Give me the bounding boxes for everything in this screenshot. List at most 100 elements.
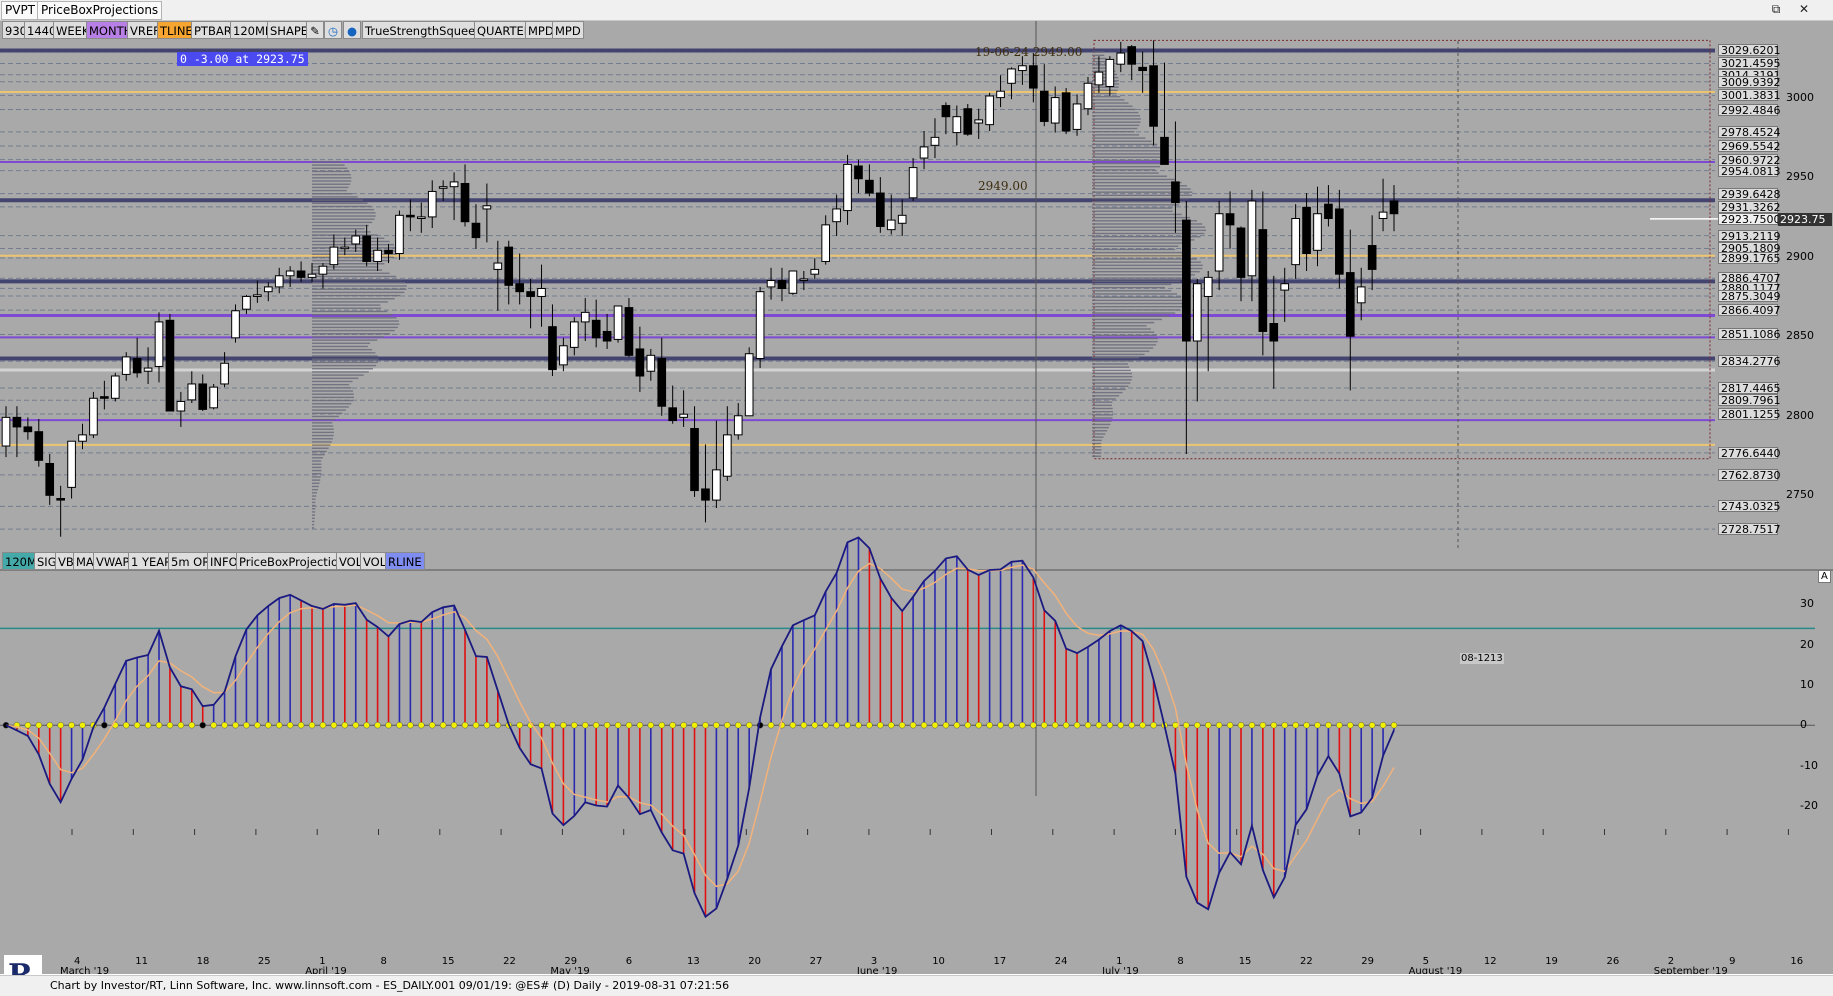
lower-annotation: 2949.00 — [978, 179, 1028, 193]
price-level-label: 2834.2776 — [1718, 355, 1781, 368]
toolbar-button-week[interactable]: WEEK — [53, 21, 93, 39]
profile-bar — [1092, 166, 1161, 168]
squeeze-dot — [1347, 721, 1354, 729]
squeeze-dot — [352, 721, 359, 729]
squeeze-dot — [330, 721, 338, 729]
up-candle — [569, 321, 579, 348]
profile-bar — [312, 294, 401, 297]
squeeze-dot — [658, 721, 665, 729]
toolbar-button-quarter[interactable]: QUARTER — [474, 21, 535, 39]
squeeze-dot — [1062, 721, 1070, 729]
profile-bar — [312, 161, 342, 163]
profile-bar — [1092, 239, 1195, 241]
profile-bar — [1092, 299, 1184, 302]
indicator-corner-label[interactable]: A — [1818, 570, 1831, 583]
squeeze-dot — [822, 721, 829, 729]
lower-button-1-year[interactable]: 1 YEAR — [128, 552, 176, 570]
profile-bar — [312, 333, 391, 335]
toolbar-button-month[interactable]: MONTH — [86, 21, 136, 39]
profile-bar — [312, 164, 345, 166]
toolbar-button-1440[interactable]: 1440 — [24, 21, 60, 39]
down-candle — [1029, 65, 1038, 89]
profile-bar — [312, 434, 334, 437]
down-candle — [362, 235, 371, 262]
pencil-icon[interactable]: ✎ — [306, 21, 324, 39]
price-chart[interactable] — [0, 21, 1833, 974]
down-candle — [515, 283, 524, 293]
price-level-label: 3001.3831 — [1718, 89, 1781, 102]
profile-bar — [1092, 337, 1158, 340]
lower-button-vol[interactable]: VOL — [360, 552, 390, 570]
lower-button-ma[interactable]: MA — [73, 552, 97, 570]
squeeze-dot — [571, 721, 578, 729]
lower-button-info[interactable]: INFO — [207, 552, 241, 570]
toolbar-button-120mp[interactable]: 120MP — [230, 21, 275, 39]
clock-icon[interactable]: ◷ — [324, 21, 342, 39]
toolbar-button-truestrengthsqueeze[interactable]: TrueStrengthSqueeze — [362, 21, 492, 39]
profile-bar — [1092, 286, 1165, 289]
squeeze-dot — [472, 721, 480, 729]
profile-bar — [312, 307, 382, 309]
lower-button-vwap[interactable]: VWAP — [93, 552, 133, 570]
profile-bar — [312, 371, 369, 373]
squeeze-dot — [232, 721, 239, 729]
toolbar-button-mpd[interactable]: MPD — [525, 21, 557, 39]
chart-area[interactable]: 930 1440 WEEK MONTH VREF TLINE PTBAR 120MP SHAPE… — [0, 21, 1833, 974]
lower-button-priceboxprojections[interactable]: PriceBoxProjections — [236, 552, 355, 570]
date-axis-day: 11 — [135, 956, 149, 967]
squeeze-dot — [1008, 721, 1015, 729]
squeeze-dot — [68, 721, 75, 729]
up-candle — [843, 163, 852, 212]
down-candle — [854, 165, 863, 180]
profile-bar — [312, 259, 390, 262]
squeeze-dot — [57, 721, 64, 729]
profile-bar — [312, 170, 350, 173]
profile-bar — [1092, 118, 1141, 120]
profile-bar — [312, 511, 316, 513]
up-candle — [908, 167, 918, 199]
toolbar-button-shape[interactable]: SHAPE — [267, 21, 312, 39]
profile-bar — [312, 380, 353, 383]
squeeze-dot — [428, 721, 436, 729]
up-candle — [559, 345, 568, 366]
squeeze-dot — [374, 721, 381, 729]
profile-bar — [1092, 267, 1203, 270]
lower-button-sig[interactable]: SIG — [34, 552, 60, 570]
squeeze-dot — [177, 721, 185, 729]
date-axis-day: 1 — [1116, 956, 1123, 967]
price-axis-tick: 2900 — [1786, 249, 1814, 263]
down-candle — [198, 383, 208, 410]
price-level-label: 2801.1255 — [1718, 407, 1781, 420]
toolbar-button-mpd[interactable]: MPD — [552, 21, 584, 39]
restore-icon[interactable]: ⧉ — [1771, 2, 1781, 16]
down-candle — [504, 246, 514, 286]
profile-bar — [312, 208, 375, 211]
squeeze-dot — [1041, 721, 1048, 729]
squeeze-dot — [1215, 721, 1223, 729]
toolbar-button-tline[interactable]: TLINE — [157, 21, 196, 39]
price-level-label: 2809.7961 — [1718, 394, 1781, 407]
lower-button-rline[interactable]: RLINE — [385, 552, 425, 570]
lower-button-5m-or[interactable]: 5m OR — [168, 552, 214, 570]
tab-pvpt[interactable]: PVPT — [1, 1, 40, 20]
profile-bar — [312, 278, 402, 281]
date-axis-day: 26 — [1606, 956, 1620, 967]
down-candle — [701, 488, 710, 501]
up-candle — [274, 275, 284, 288]
toolbar-button-930[interactable]: 930 — [2, 21, 30, 39]
up-candle — [395, 214, 404, 254]
profile-bar — [1092, 439, 1102, 442]
date-axis-day: 3 — [870, 956, 878, 967]
up-candle — [143, 367, 153, 372]
profile-bar — [312, 329, 395, 332]
toolbar-button-ptbar[interactable]: PTBAR — [191, 21, 235, 39]
profile-bar — [312, 291, 405, 294]
down-candle — [1149, 65, 1158, 127]
tab-priceboxprojections[interactable]: PriceBoxProjections — [37, 1, 163, 20]
price-level-lines — [0, 21, 1778, 796]
up-candle — [1203, 276, 1213, 297]
price-level-label: 2776.6440 — [1718, 446, 1781, 459]
drop-icon[interactable]: ● — [343, 21, 361, 39]
lower-button-120m[interactable]: 120M — [2, 552, 40, 570]
close-icon[interactable]: ✕ — [1798, 2, 1810, 16]
